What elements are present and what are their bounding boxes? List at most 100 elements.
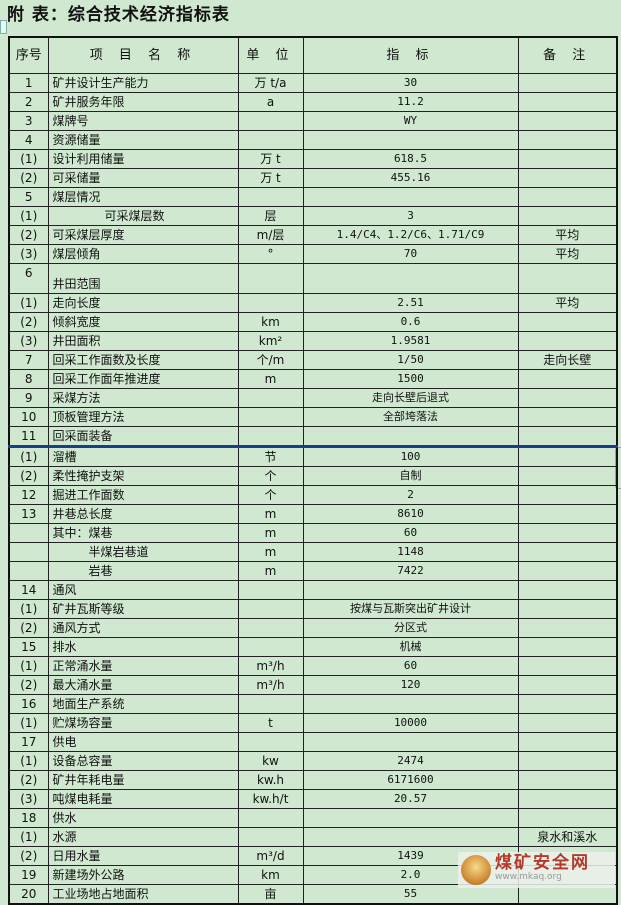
row-seq[interactable]: (2) <box>8 168 49 188</box>
row-value[interactable] <box>302 426 519 448</box>
row-value[interactable]: 全部垮落法 <box>302 407 519 427</box>
row-name[interactable]: 通风 <box>47 580 239 600</box>
row-note[interactable] <box>517 130 618 150</box>
table-anchor-handle[interactable] <box>0 20 7 34</box>
row-seq[interactable]: 3 <box>8 111 49 131</box>
row-unit[interactable] <box>237 580 304 600</box>
row-note[interactable] <box>517 187 618 207</box>
row-unit[interactable]: 万 t <box>237 168 304 188</box>
row-seq[interactable]: 9 <box>8 388 49 408</box>
row-unit[interactable]: m <box>237 504 304 524</box>
row-note[interactable]: 平均 <box>517 293 618 313</box>
row-name[interactable]: 回采工作面年推进度 <box>47 369 239 389</box>
row-unit[interactable]: t <box>237 713 304 733</box>
row-value[interactable]: 455.16 <box>302 168 519 188</box>
row-value[interactable]: 100 <box>302 446 519 467</box>
row-note[interactable] <box>517 149 618 169</box>
row-value[interactable]: 0.6 <box>302 312 519 332</box>
row-value[interactable]: 60 <box>302 656 519 676</box>
row-seq[interactable]: 11 <box>8 426 49 448</box>
row-note[interactable] <box>517 369 618 389</box>
row-unit[interactable] <box>237 407 304 427</box>
row-note[interactable] <box>517 485 618 505</box>
row-unit[interactable] <box>237 263 304 294</box>
row-value[interactable]: 1148 <box>302 542 519 562</box>
row-unit[interactable]: 节 <box>237 446 304 467</box>
row-value[interactable]: 3 <box>302 206 519 226</box>
row-name[interactable]: 新建场外公路 <box>47 865 239 885</box>
row-name[interactable]: 溜槽 <box>47 446 239 467</box>
row-note[interactable]: 走向长壁 <box>517 350 618 370</box>
row-note[interactable] <box>517 618 618 638</box>
row-name[interactable]: 吨煤电耗量 <box>47 789 239 809</box>
row-value[interactable]: 2474 <box>302 751 519 771</box>
row-unit[interactable] <box>237 293 304 313</box>
row-note[interactable] <box>517 331 618 351</box>
row-name[interactable]: 回采工作面数及长度 <box>47 350 239 370</box>
row-value[interactable]: 1.4/C4、1.2/C6、1.71/C9 <box>302 225 519 245</box>
row-seq[interactable]: (1) <box>8 751 49 771</box>
row-note[interactable]: 平均 <box>517 244 618 264</box>
row-seq[interactable]: (1) <box>8 206 49 226</box>
row-value[interactable] <box>302 694 519 714</box>
row-value[interactable]: 8610 <box>302 504 519 524</box>
row-name[interactable]: 供水 <box>47 808 239 828</box>
row-name[interactable]: 排水 <box>47 637 239 657</box>
row-seq[interactable]: (2) <box>8 675 49 695</box>
row-value[interactable]: 2.51 <box>302 293 519 313</box>
row-name[interactable]: 日用水量 <box>47 846 239 866</box>
row-name[interactable]: 可采煤层数 <box>47 206 239 226</box>
row-note[interactable] <box>517 312 618 332</box>
row-value[interactable] <box>302 130 519 150</box>
row-value[interactable]: 70 <box>302 244 519 264</box>
row-seq[interactable]: (1) <box>8 149 49 169</box>
row-seq[interactable]: 7 <box>8 350 49 370</box>
row-name[interactable]: 其中：煤巷 <box>47 523 239 543</box>
row-name[interactable]: 工业场地占地面积 <box>47 884 239 905</box>
row-name[interactable]: 资源储量 <box>47 130 239 150</box>
row-value[interactable]: 1500 <box>302 369 519 389</box>
row-value[interactable]: 自制 <box>302 466 519 486</box>
row-unit[interactable]: 万 t <box>237 149 304 169</box>
row-value[interactable]: 120 <box>302 675 519 695</box>
row-name[interactable]: 最大涌水量 <box>47 675 239 695</box>
row-note[interactable] <box>517 73 618 93</box>
row-seq[interactable]: 19 <box>8 865 49 885</box>
row-unit[interactable]: a <box>237 92 304 112</box>
row-note[interactable] <box>517 263 618 294</box>
row-name[interactable]: 岩巷 <box>47 561 239 581</box>
row-unit[interactable]: ° <box>237 244 304 264</box>
row-name[interactable]: 顶板管理方法 <box>47 407 239 427</box>
row-seq[interactable]: (1) <box>8 599 49 619</box>
row-value[interactable]: 6171600 <box>302 770 519 790</box>
row-note[interactable]: 泉水和溪水 <box>517 827 618 847</box>
row-note[interactable] <box>517 111 618 131</box>
row-note[interactable] <box>517 407 618 427</box>
row-seq[interactable]: (1) <box>8 713 49 733</box>
row-name[interactable]: 回采面装备 <box>47 426 239 448</box>
row-name[interactable]: 通风方式 <box>47 618 239 638</box>
row-unit[interactable]: km² <box>237 331 304 351</box>
row-seq[interactable]: 17 <box>8 732 49 752</box>
row-name[interactable]: 井巷总长度 <box>47 504 239 524</box>
row-value[interactable]: 30 <box>302 73 519 93</box>
row-note[interactable] <box>517 694 618 714</box>
row-seq[interactable]: (3) <box>8 331 49 351</box>
row-value[interactable] <box>302 808 519 828</box>
row-note[interactable]: 平均 <box>517 225 618 245</box>
row-value[interactable]: 11.2 <box>302 92 519 112</box>
row-value[interactable] <box>302 732 519 752</box>
row-value[interactable]: 20.57 <box>302 789 519 809</box>
row-unit[interactable]: 个 <box>237 485 304 505</box>
row-name[interactable]: 掘进工作面数 <box>47 485 239 505</box>
row-value[interactable]: 1.9581 <box>302 331 519 351</box>
row-value[interactable]: 分区式 <box>302 618 519 638</box>
row-note[interactable] <box>517 751 618 771</box>
row-seq[interactable]: 18 <box>8 808 49 828</box>
row-unit[interactable]: m <box>237 369 304 389</box>
row-name[interactable]: 倾斜宽度 <box>47 312 239 332</box>
row-name[interactable]: 矿井服务年限 <box>47 92 239 112</box>
row-name[interactable]: 正常涌水量 <box>47 656 239 676</box>
row-note[interactable] <box>517 675 618 695</box>
row-name[interactable]: 贮煤场容量 <box>47 713 239 733</box>
